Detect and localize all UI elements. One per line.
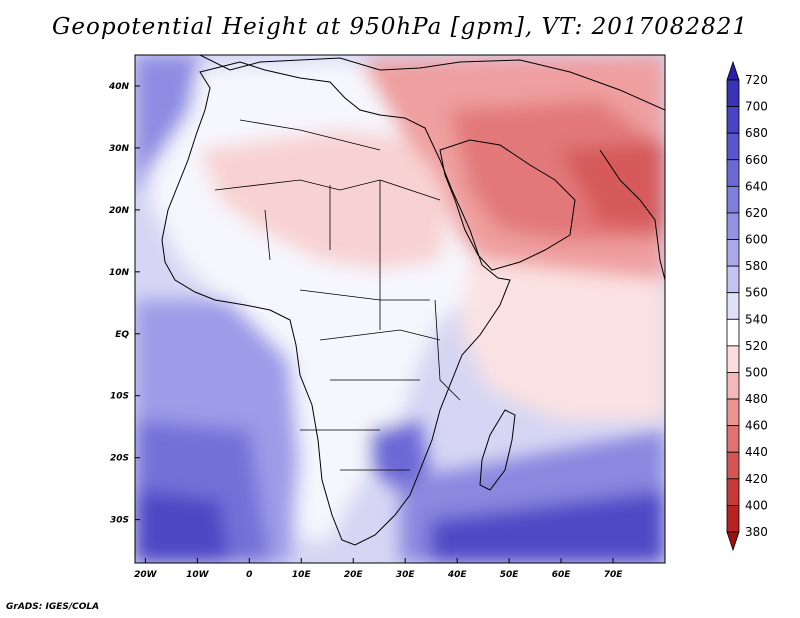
colorbar-swatch	[726, 212, 740, 240]
lat-label: 10S	[110, 392, 129, 402]
field-indian-ocean	[460, 240, 665, 420]
colorbar-swatch	[726, 478, 740, 506]
field-atlantic-high	[135, 490, 230, 563]
colorbar-swatch	[726, 265, 740, 294]
lon-label: 10E	[292, 570, 312, 580]
lat-label: 20S	[110, 454, 129, 464]
colorbar-label: 520	[745, 339, 768, 353]
colorbar: 720 700 680 660 640 620 600 580 560 540 520 500 480 4…	[726, 60, 768, 552]
field-zimbabwe-high	[370, 420, 430, 490]
lon-label: 10W	[186, 570, 210, 580]
colorbar-swatch	[726, 106, 740, 134]
colorbar-top-triangle	[726, 60, 740, 81]
field-india-core	[560, 140, 665, 230]
longitude-axis: 20W 10W 0 10E 20E 30E 40E 50E 60E 70E	[134, 558, 623, 580]
lon-label: 60E	[552, 570, 572, 580]
lat-label: 30N	[109, 144, 130, 154]
colorbar-bottom-triangle	[726, 531, 740, 552]
colorbar-label: 560	[745, 286, 768, 300]
colorbar-label: 480	[745, 392, 768, 406]
colorbar-swatch	[726, 372, 740, 400]
lat-label: 40N	[108, 82, 130, 92]
colorbar-swatch	[726, 425, 740, 453]
lat-label: 30S	[110, 516, 129, 526]
colorbar-swatch	[726, 505, 740, 533]
lon-label: 0	[246, 570, 252, 580]
lat-label: 20N	[109, 206, 130, 216]
colorbar-swatch	[726, 79, 740, 107]
latitude-axis: 40N 30N 20N 10N EQ 10S 20S 30S	[108, 82, 140, 526]
lon-label: 20E	[344, 570, 364, 580]
lon-label: 30E	[396, 570, 416, 580]
europe-coastline	[199, 55, 665, 111]
field-atlantic-north	[135, 55, 200, 200]
colorbar-swatch	[726, 185, 740, 214]
colorbar-label: 420	[745, 472, 768, 486]
map-frame	[134, 54, 666, 564]
field-south-indian-high	[430, 490, 665, 563]
colorbar-label: 400	[745, 498, 768, 512]
lat-label: EQ	[115, 330, 129, 340]
lon-label: 70E	[604, 570, 624, 580]
lon-label: 20W	[134, 570, 158, 580]
colorbar-swatch	[726, 292, 740, 320]
colorbar-label: 680	[745, 126, 768, 140]
india-coastline	[599, 149, 665, 281]
colorbar-label: 720	[745, 73, 768, 87]
colorbar-label: 600	[745, 233, 768, 247]
inner-borders	[214, 119, 461, 471]
colorbar-swatch	[726, 239, 740, 267]
colorbar-label: 460	[745, 419, 768, 433]
colorbar-swatch	[726, 159, 740, 187]
africa-coastline	[161, 61, 511, 546]
colorbar-label: 440	[745, 445, 768, 459]
colorbar-swatch	[726, 318, 740, 347]
colorbar-swatch	[726, 345, 740, 373]
colorbar-swatch	[726, 398, 740, 427]
height-field	[135, 55, 665, 563]
colorbar-label: 540	[745, 312, 768, 326]
figure-title: Geopotential Height at 950hPa [gpm], VT:…	[52, 14, 748, 40]
grads-credit: GrADS: IGES/COLA	[6, 602, 100, 612]
lon-label: 40E	[447, 570, 468, 580]
colorbar-swatch	[726, 451, 740, 480]
colorbar-label: 640	[745, 179, 768, 193]
lat-label: 10N	[109, 268, 130, 278]
colorbar-label: 700	[745, 100, 768, 114]
lon-label: 50E	[500, 570, 520, 580]
colorbar-label: 580	[745, 259, 768, 273]
field-sahara	[200, 130, 450, 270]
colorbar-label: 500	[745, 365, 768, 379]
coastlines	[161, 55, 665, 546]
arabia-coastline	[439, 139, 576, 271]
madagascar-coastline	[479, 409, 516, 491]
colorbar-label: 380	[745, 525, 768, 539]
colorbar-label: 620	[745, 206, 768, 220]
colorbar-label: 660	[745, 153, 768, 167]
colorbar-swatch	[726, 132, 740, 161]
